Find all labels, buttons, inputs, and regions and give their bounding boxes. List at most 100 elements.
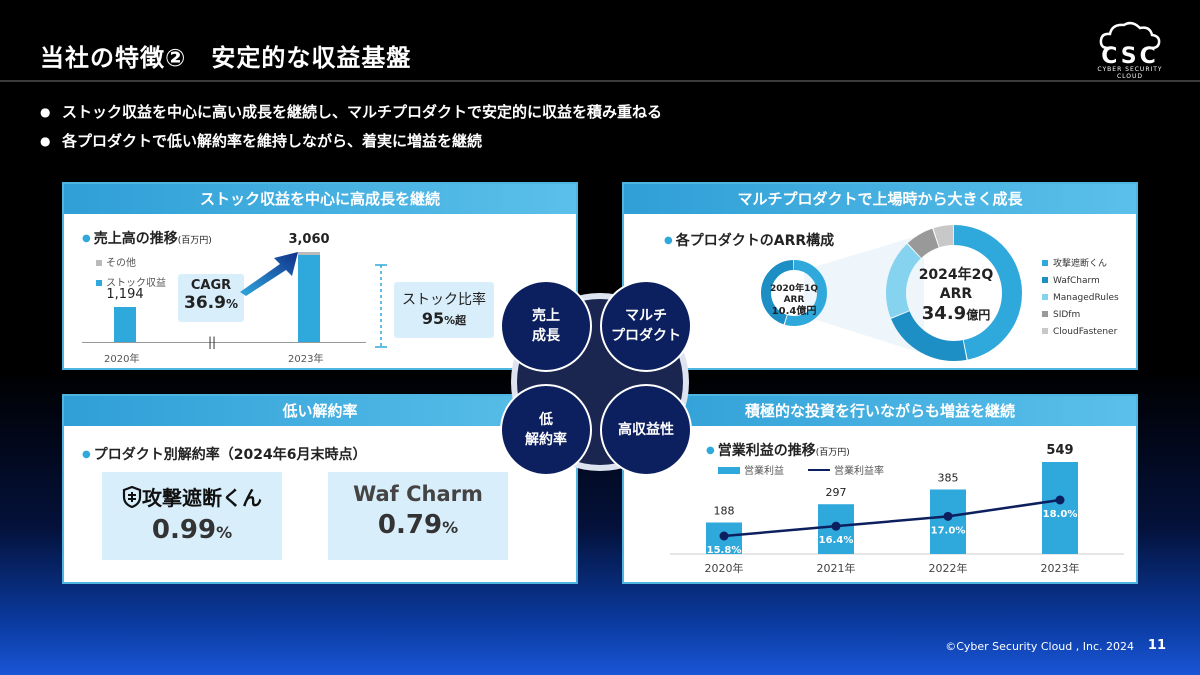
- header-bar: 当社の特徴② 安定的な収益基盤 CSC CYBER SECURITY CLOUD: [0, 0, 1200, 82]
- big-donut-value: 34.9億円: [910, 304, 1002, 325]
- revenue-bar-stock: [298, 254, 320, 342]
- legend-swatch: [1042, 260, 1048, 266]
- legend-stock-label: ストック収益: [106, 278, 166, 289]
- circle-label: 高収益性: [618, 422, 674, 438]
- axis-tick-label: 2020年: [705, 561, 744, 575]
- stock-ratio-value: 95%超: [394, 309, 494, 328]
- axis-tick-label: 2023年: [1041, 561, 1080, 575]
- revenue-value-label: 3,060: [288, 232, 330, 247]
- churn-card-kogeki: 攻撃遮断くん 0.99%: [102, 472, 282, 560]
- profit-value-label: 188: [714, 504, 735, 517]
- revenue-value-label: 1,194: [106, 286, 144, 302]
- arr-slice: [886, 225, 1022, 361]
- arr-slice: [761, 260, 827, 326]
- arr-slice: [761, 260, 827, 326]
- small-donut-arr: ARR: [783, 295, 805, 305]
- panel-revenue-growth: ストック収益を中心に高成長を継続 ● 売上高の推移(百万円) その他 ストック収益…: [62, 182, 578, 370]
- unit-text: (百万円): [177, 236, 212, 246]
- cloud-icon: [1099, 21, 1161, 50]
- logo-subtext: CYBER SECURITY CLOUD: [1097, 66, 1163, 80]
- churn-number: 0.79: [377, 510, 443, 540]
- axis-line: [82, 342, 366, 343]
- bullet-dot-icon: ●: [82, 449, 91, 460]
- arr-donut-charts: [761, 225, 1022, 361]
- panel-churn: 低い解約率 ● プロダクト別解約率（2024年6月末時点） 攻撃遮断くん 0.99…: [62, 394, 578, 584]
- panel-title: 低い解約率: [64, 396, 576, 426]
- arr-legend: 攻撃遮断くん WafCharm ManagedRules SIDfm CloudFast…: [1042, 256, 1119, 341]
- shield-icon: [122, 485, 142, 509]
- churn-card-wafcharm: Waf Charm 0.79%: [328, 472, 508, 560]
- chart-subtitle: ● プロダクト別解約率（2024年6月末時点）: [82, 444, 366, 464]
- axis-tick-label: 2022年: [929, 561, 968, 575]
- bracket-icon: [375, 264, 387, 348]
- cagr-box: CAGR 36.9%: [178, 274, 244, 322]
- small-donut-label: 2020年1Q ARR 10.4億円: [766, 284, 822, 317]
- chart-subtitle: ● 売上高の推移(百万円): [82, 228, 212, 248]
- legend-item: CloudFastener: [1042, 324, 1119, 341]
- subtitle-text: 各プロダクトのARR構成: [675, 233, 835, 249]
- legend-swatch: [1042, 311, 1048, 317]
- legend-item: ManagedRules: [1042, 290, 1119, 307]
- legend-swatch: [1042, 328, 1048, 334]
- axis-tick-label: 2020年: [104, 354, 140, 365]
- small-donut-value: 10.4億円: [771, 306, 817, 317]
- big-donut-number: 34.9: [921, 303, 967, 324]
- arr-slice: [886, 225, 1022, 361]
- bullet-dot-icon: ●: [82, 233, 91, 244]
- legend-line-label: 営業利益率: [834, 466, 884, 477]
- churn-unit: %: [442, 518, 459, 537]
- big-donut-unit: 億円: [966, 308, 991, 322]
- legend-margin: 営業利益率: [808, 462, 884, 477]
- margin-value-label: 16.4%: [819, 535, 854, 546]
- profit-value-label: 297: [826, 486, 847, 499]
- revenue-bar-stock: [114, 306, 136, 342]
- product-name: 攻撃遮断くん: [142, 486, 262, 510]
- legend-bar-label: 営業利益: [744, 466, 784, 477]
- profit-value-label: 385: [938, 471, 959, 484]
- bullet-dot-icon: ●: [706, 445, 715, 456]
- growth-arrow-icon: [240, 252, 298, 296]
- margin-point: [831, 521, 841, 531]
- subtitle-text: 売上高の推移: [93, 231, 178, 247]
- profit-bar: [930, 489, 966, 554]
- cagr-value: 36.9%: [178, 293, 244, 313]
- margin-line: [723, 498, 1061, 538]
- panel-title: 積極的な投資を行いながらも増益を継続: [624, 396, 1136, 426]
- legend-item: 攻撃遮断くん: [1042, 256, 1119, 273]
- stock-ratio-label: ストック比率: [402, 292, 486, 308]
- legend-stock: ストック収益: [96, 274, 166, 289]
- circle-label: 売上 成長: [532, 308, 560, 344]
- legend-item: SIDfm: [1042, 307, 1119, 324]
- legend-other: その他: [96, 254, 136, 269]
- revenue-bar-other: [298, 252, 320, 255]
- margin-value-label: 15.8%: [707, 545, 742, 556]
- chart-subtitle: ● 営業利益の推移(百万円): [706, 440, 850, 460]
- cagr-unit: %: [225, 297, 238, 311]
- cagr-label: CAGR: [190, 278, 232, 293]
- margin-point: [719, 531, 729, 541]
- axis-tick-label: 2021年: [817, 561, 856, 575]
- circle-high-profit: 高収益性: [600, 384, 692, 476]
- unit-text: (百万円): [815, 448, 850, 458]
- margin-point: [1055, 495, 1065, 505]
- profit-chart: 188 2020年 297 2021年 385 2022年 549 2023年 15.8% 16.…: [670, 443, 1124, 575]
- cagr-number: 36.9: [184, 293, 226, 313]
- bullet-list: ストック収益を中心に高い成長を継続し、マルチプロダクトで安定的に収益を積み重ねる…: [40, 98, 662, 156]
- big-donut-arr: ARR: [939, 286, 973, 302]
- legend-profit: 営業利益: [718, 462, 784, 477]
- churn-value: 0.79%: [328, 510, 508, 540]
- legend-label: ManagedRules: [1053, 293, 1119, 303]
- panel-multi-product: マルチプロダクトで上場時から大きく成長 ● 各プロダクトのARR構成 2020年1…: [622, 182, 1138, 370]
- margin-value-label: 17.0%: [931, 525, 966, 536]
- legend-label: 攻撃遮断くん: [1053, 259, 1108, 269]
- logo-text: CSC: [1101, 44, 1159, 69]
- legend-item: WafCharm: [1042, 273, 1119, 290]
- circle-sales-growth: 売上 成長: [500, 280, 592, 372]
- arr-slice: [886, 225, 1022, 361]
- legend-label: WafCharm: [1053, 276, 1100, 286]
- small-donut-period: 2020年1Q: [770, 284, 818, 294]
- product-logo-kogeki: 攻撃遮断くん: [102, 482, 282, 511]
- circle-low-churn: 低 解約率: [500, 384, 592, 476]
- stock-ratio-number: 95: [421, 309, 445, 328]
- page-number: 11: [1147, 638, 1166, 653]
